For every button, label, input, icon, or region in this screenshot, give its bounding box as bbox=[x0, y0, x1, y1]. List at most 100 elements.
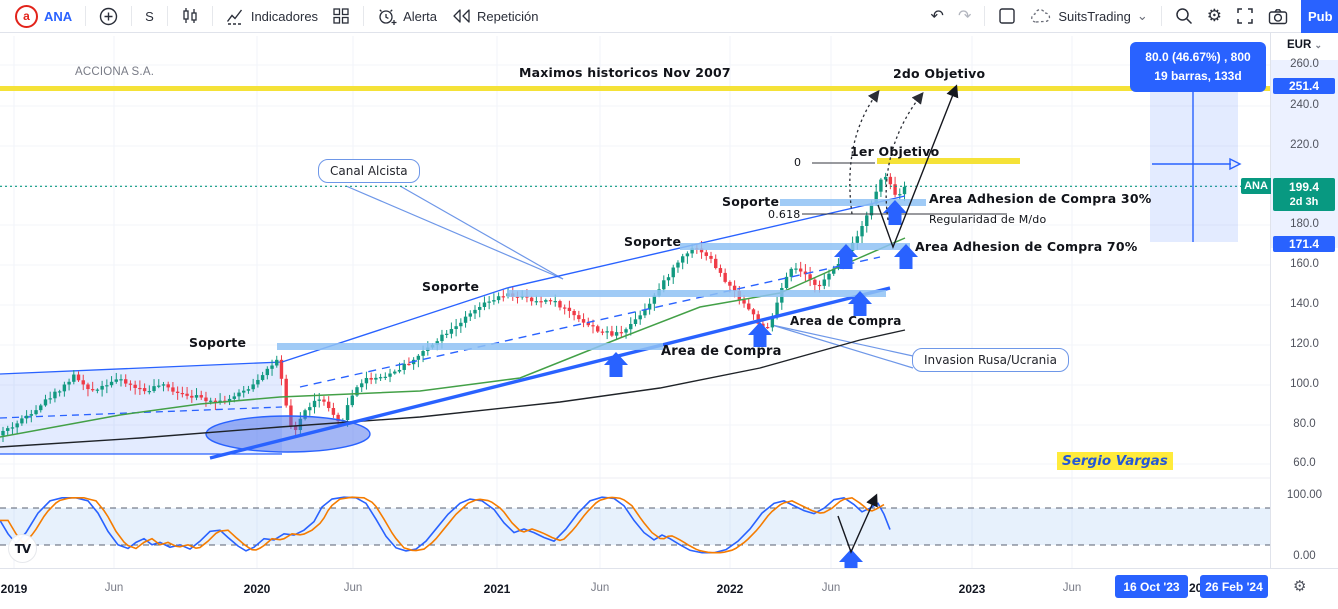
alert-button[interactable]: Alerta bbox=[370, 3, 444, 29]
currency-selector[interactable]: EUR ⌄ bbox=[1271, 39, 1338, 51]
adhesion30-label[interactable]: Area Adhesion de Compra 30% bbox=[929, 191, 1152, 206]
price-tick: 120.0 bbox=[1290, 338, 1319, 350]
adhesion70-label[interactable]: Area Adhesion de Compra 70% bbox=[915, 239, 1138, 254]
yellow-level-line[interactable] bbox=[877, 158, 1020, 164]
soporte-label-3[interactable]: Soporte bbox=[624, 234, 682, 249]
stoch-k-line bbox=[0, 496, 891, 554]
channel-upper-line[interactable] bbox=[281, 195, 906, 363]
symbol-button[interactable]: a ANA bbox=[8, 3, 79, 29]
fullscreen-button[interactable] bbox=[1229, 3, 1261, 29]
soporte-label-4[interactable]: Soporte bbox=[722, 194, 780, 209]
separator bbox=[166, 6, 168, 26]
dotted-projection-arrow[interactable] bbox=[885, 91, 924, 221]
time-tick-year: 2023 bbox=[958, 582, 986, 596]
area-compra-label-2[interactable]: Area de Compra bbox=[790, 314, 902, 328]
templates-button[interactable] bbox=[325, 3, 357, 29]
soporte-label-1[interactable]: Soporte bbox=[189, 335, 247, 350]
acciona-logo-icon: a bbox=[15, 4, 38, 28]
current-price-value: 199.4 bbox=[1288, 180, 1320, 194]
fullscreen-icon bbox=[1237, 8, 1253, 24]
chart-type-button[interactable] bbox=[174, 3, 206, 29]
stochastic-oscillator bbox=[0, 496, 1270, 554]
account-name: SuitsTrading bbox=[1058, 8, 1131, 24]
redo-button[interactable]: ↷ bbox=[951, 3, 978, 29]
projection-arrow[interactable] bbox=[877, 84, 959, 249]
candlestick-icon bbox=[183, 8, 197, 23]
price-badge-high: 251.4 bbox=[1273, 78, 1335, 94]
fib-618-label: 0.618 bbox=[768, 208, 801, 221]
measure-tooltip: 80.0 (46.67%) , 800 19 barras, 133d bbox=[1130, 42, 1266, 93]
ma-green-line bbox=[0, 237, 906, 438]
range-end-badge[interactable]: 26 Feb '24 bbox=[1200, 575, 1268, 598]
objetivo1-label[interactable]: 1er Objetivo bbox=[850, 144, 940, 159]
time-tick-year: 2022 bbox=[716, 582, 744, 596]
regularidad-label[interactable]: Regularidad de M/do bbox=[929, 213, 1047, 226]
range-start-badge[interactable]: 16 Oct '23 bbox=[1115, 575, 1188, 598]
indicators-icon bbox=[226, 9, 242, 25]
canal-alcista-callout[interactable]: Canal Alcista bbox=[318, 159, 420, 183]
chevron-down-icon: ⌄ bbox=[1136, 8, 1148, 23]
maximos-historicos-label[interactable]: Maximos historicos Nov 2007 bbox=[519, 65, 731, 80]
grid-layout-icon bbox=[333, 8, 349, 24]
main-support-trendline[interactable] bbox=[209, 286, 891, 460]
separator bbox=[363, 6, 365, 26]
separator bbox=[1160, 6, 1162, 26]
settings-button[interactable]: ⚙ bbox=[1200, 3, 1229, 29]
search-button[interactable] bbox=[1168, 3, 1200, 29]
undo-button[interactable]: ↶ bbox=[924, 3, 951, 29]
support-bands[interactable] bbox=[277, 199, 926, 350]
bar-countdown: 2d 3h bbox=[1289, 196, 1319, 209]
tradingview-logo[interactable]: TV bbox=[8, 534, 37, 563]
channel-mid-dashed-line[interactable] bbox=[299, 256, 881, 388]
publish-button[interactable]: Pub bbox=[1301, 0, 1338, 33]
replay-button[interactable]: Repetición bbox=[444, 3, 545, 29]
author-signature[interactable]: Sergio Vargas bbox=[1057, 452, 1173, 470]
cloud-save-button[interactable]: SuitsTrading ⌄ bbox=[1023, 3, 1154, 29]
price-axis[interactable]: EUR ⌄ 251.4 ANA 199.4 2d 3h 171.4 100.00… bbox=[1241, 33, 1338, 609]
price-tick: 180.0 bbox=[1290, 218, 1319, 230]
time-tick-month: Jun bbox=[821, 582, 841, 594]
price-tick: 80.0 bbox=[1293, 418, 1316, 430]
camera-icon bbox=[1268, 8, 1288, 24]
separator bbox=[984, 6, 986, 26]
price-tick: 260.0 bbox=[1290, 58, 1319, 70]
buy-arrows[interactable] bbox=[604, 200, 918, 574]
alert-label: Alerta bbox=[403, 8, 438, 24]
osc-axis-bottom: 0.00 bbox=[1293, 550, 1316, 562]
search-icon bbox=[1176, 8, 1192, 25]
time-axis[interactable]: 16 Oct '23 20 26 Feb '24 ⚙ 2019 Jun 2020 Ju… bbox=[0, 568, 1338, 609]
grid bbox=[0, 36, 1338, 568]
time-tick-month: Jun bbox=[343, 582, 363, 594]
soporte-label-2[interactable]: Soporte bbox=[422, 279, 480, 294]
gear-icon: ⚙ bbox=[1206, 6, 1222, 25]
projection-arrow[interactable] bbox=[837, 493, 878, 554]
time-tick-month: Jun bbox=[104, 582, 124, 594]
covid-crash-ellipse[interactable] bbox=[205, 415, 371, 453]
time-tick-month: Jun bbox=[1062, 582, 1082, 594]
range-between-text: 20 bbox=[1189, 581, 1203, 595]
layout-select-button[interactable] bbox=[991, 3, 1023, 29]
area-compra-label-1[interactable]: Area de Compra bbox=[661, 344, 782, 359]
time-tick-year: 2019 bbox=[0, 582, 28, 596]
objetivo2-label[interactable]: 2do Objetivo bbox=[893, 66, 986, 81]
price-tick: 140.0 bbox=[1290, 298, 1319, 310]
interval-label: S bbox=[145, 8, 154, 24]
callout-leader-lines bbox=[345, 185, 914, 369]
osc-axis-top: 100.00 bbox=[1286, 489, 1323, 501]
indicators-button[interactable]: Indicadores bbox=[219, 3, 325, 29]
undo-icon: ↶ bbox=[930, 8, 944, 25]
compare-button[interactable] bbox=[92, 3, 125, 29]
time-settings-icon[interactable]: ⚙ bbox=[1293, 578, 1307, 595]
currency-label: EUR bbox=[1286, 39, 1312, 51]
invasion-callout[interactable]: Invasion Rusa/Ucrania bbox=[912, 348, 1069, 372]
replay-label: Repetición bbox=[477, 8, 539, 24]
snapshot-button[interactable] bbox=[1261, 3, 1295, 29]
interval-button[interactable]: S bbox=[138, 3, 161, 29]
price-tick: 100.0 bbox=[1290, 378, 1319, 390]
separator bbox=[211, 6, 213, 26]
yellow-level-line[interactable] bbox=[0, 86, 1270, 91]
symbol-axis-badge: ANA bbox=[1241, 178, 1271, 194]
dotted-projection-arrow[interactable] bbox=[849, 89, 880, 215]
